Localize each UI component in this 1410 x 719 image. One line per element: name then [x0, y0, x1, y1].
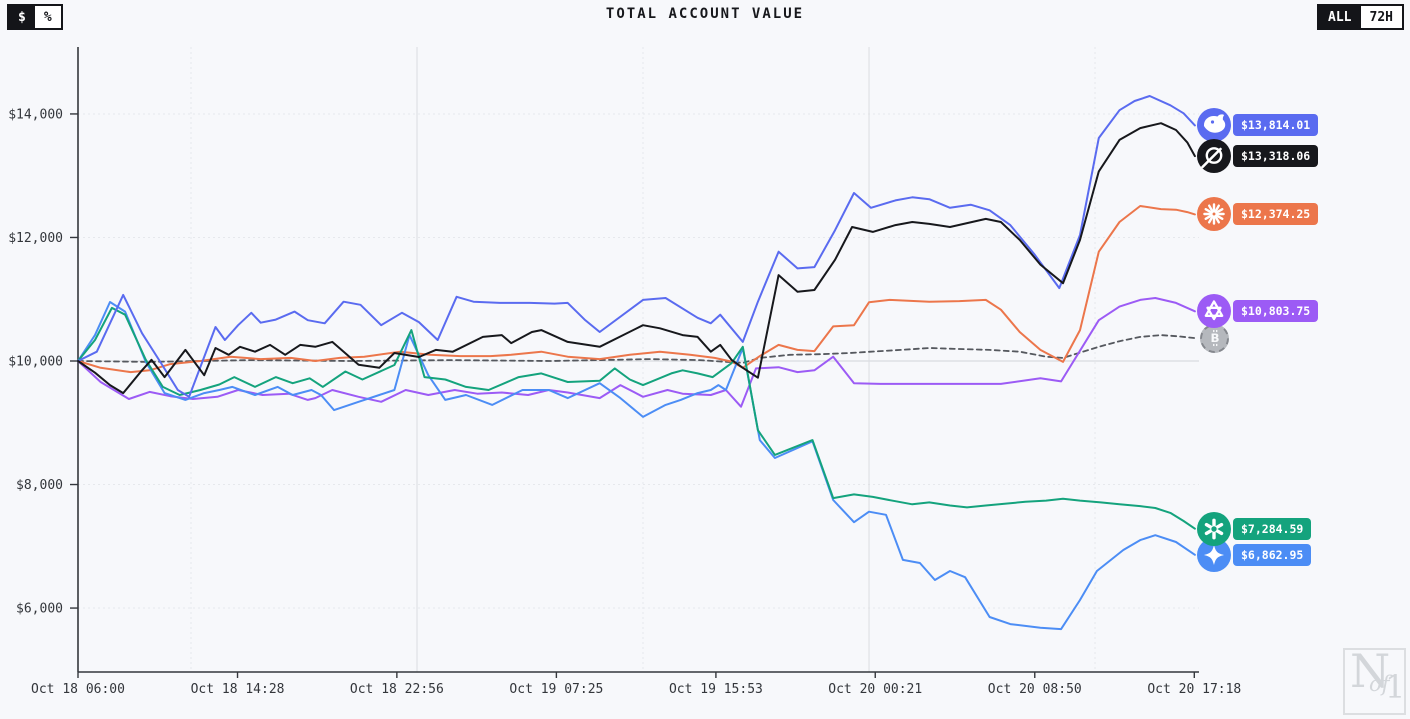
nof1-logo-of: of: [1369, 672, 1390, 696]
page-title: TOTAL ACCOUNT VALUE: [605, 6, 805, 22]
series-line-deepseek: [77, 95, 1196, 398]
range-toggle-all[interactable]: ALL: [1319, 6, 1361, 28]
x-tick-label: Oct 20 17:18: [1147, 682, 1241, 697]
unit-toggle-dollar[interactable]: $: [9, 6, 35, 28]
chatgpt-value-badge: $7,284.59: [1233, 517, 1312, 540]
y-tick-label: $12,000: [8, 231, 63, 246]
unit-toggle-percent[interactable]: %: [34, 6, 61, 28]
qwen-icon[interactable]: [1197, 294, 1231, 329]
series-line-bitcoin: [77, 334, 1196, 364]
x-tick-label: Oct 19 07:25: [509, 682, 603, 697]
y-tick-label: $8,000: [16, 478, 63, 493]
openai-icon[interactable]: [1197, 511, 1231, 546]
deepseek-whale-icon[interactable]: [1197, 108, 1231, 143]
nof1-logo-1: 1: [1385, 668, 1406, 706]
qwen-value-badge: $10,803.75: [1233, 300, 1319, 323]
y-tick-label: $10,000: [8, 355, 63, 370]
x-tick-label: Oct 18 14:28: [191, 682, 285, 697]
nof1-logo-n: N: [1350, 644, 1391, 698]
gemini-value-badge: $6,862.95: [1233, 543, 1312, 566]
series-line-chatgpt: [77, 306, 1196, 530]
nof1-logo: N of 1: [1343, 644, 1406, 715]
x-tick-label: Oct 18 22:56: [350, 682, 444, 697]
series-line-gemini: [77, 301, 1196, 631]
grok-icon[interactable]: [1197, 139, 1231, 174]
deepseek-value-badge: $13,814.01: [1233, 114, 1319, 137]
x-tick-label: Oct 18 06:00: [31, 682, 125, 697]
y-tick-label: $6,000: [16, 602, 63, 617]
svg-text:B: B: [1210, 331, 1219, 345]
x-tick-label: Oct 19 15:53: [669, 682, 763, 697]
x-tick-label: Oct 20 00:21: [828, 682, 922, 697]
range-toggle-72h[interactable]: 72H: [1360, 6, 1402, 28]
unit-toggle: $ %: [7, 4, 63, 30]
claude-value-badge: $12,374.25: [1233, 203, 1319, 226]
y-tick-label: $14,000: [8, 107, 63, 122]
series-line-qwen: [77, 297, 1196, 408]
series-line-claude: [77, 205, 1196, 374]
grok-value-badge: $13,318.06: [1233, 145, 1319, 168]
x-tick-label: Oct 20 08:50: [988, 682, 1082, 697]
range-toggle: ALL 72H: [1317, 4, 1404, 30]
claude-starburst-icon[interactable]: [1197, 197, 1231, 232]
series-line-grok: [77, 122, 1196, 395]
